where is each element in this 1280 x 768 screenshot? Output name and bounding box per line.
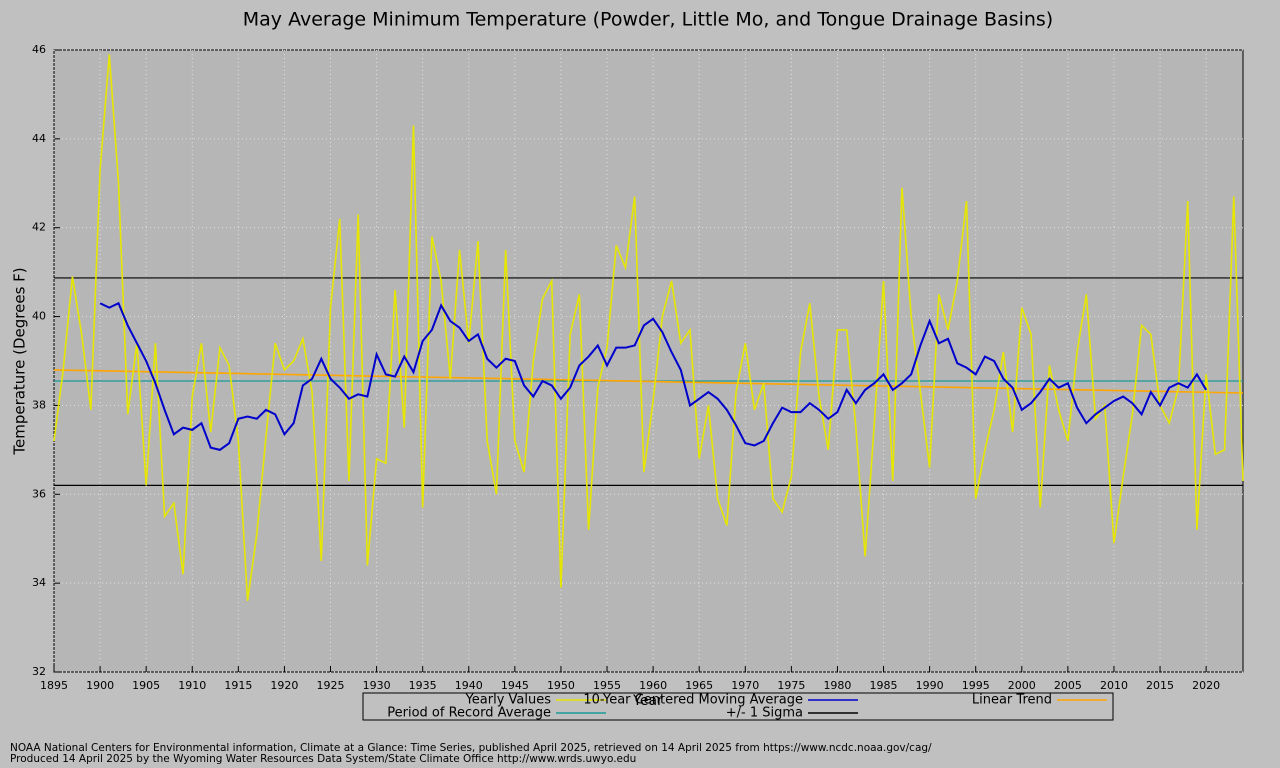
x-tick-label: 1955: [593, 679, 621, 692]
x-tick-label: 1985: [870, 679, 898, 692]
x-tick-label: 1920: [270, 679, 298, 692]
x-tick-label: 1905: [132, 679, 160, 692]
legend-label: Period of Record Average: [387, 706, 551, 721]
x-tick-label: 1980: [823, 679, 851, 692]
chart-title: May Average Minimum Temperature (Powder,…: [243, 9, 1053, 31]
x-tick-label: 1930: [363, 679, 391, 692]
y-tick-label: 40: [32, 310, 46, 323]
x-tick-label: 1965: [685, 679, 713, 692]
x-tick-label: 1945: [501, 679, 529, 692]
footer: Produced 14 April 2025 by the Wyoming Wa…: [10, 753, 636, 765]
legend-label: Linear Trend: [972, 693, 1052, 708]
x-tick-label: 1990: [916, 679, 944, 692]
x-tick-label: 1935: [409, 679, 437, 692]
y-tick-label: 36: [32, 487, 46, 500]
x-tick-label: 1995: [962, 679, 990, 692]
legend-label: Yearly Values: [465, 693, 552, 708]
x-tick-label: 1975: [777, 679, 805, 692]
x-tick-label: 1950: [547, 679, 575, 692]
y-tick-label: 38: [32, 398, 46, 411]
legend: [362, 692, 1114, 721]
y-tick-label: 34: [32, 576, 46, 589]
x-tick-label: 2005: [1054, 679, 1082, 692]
series-line: [99, 301, 1207, 451]
x-tick-label: 2020: [1192, 679, 1220, 692]
series-line: [53, 369, 1244, 394]
y-axis-label: Temperature (Degrees F): [11, 267, 29, 455]
x-tick-label: 2000: [1008, 679, 1036, 692]
x-tick-label: 1895: [40, 679, 68, 692]
y-tick-label: 46: [32, 43, 46, 56]
y-tick-label: 32: [32, 665, 46, 678]
x-axis-label: Year: [632, 693, 663, 709]
y-tick-label: 44: [32, 132, 46, 145]
legend-label: 10-Year Centered Moving Average: [583, 693, 803, 708]
x-tick-label: 1960: [639, 679, 667, 692]
x-tick-label: 1925: [317, 679, 345, 692]
series-line: [53, 54, 1244, 602]
x-tick-label: 2015: [1146, 679, 1174, 692]
x-tick-label: 1915: [224, 679, 252, 692]
y-tick-label: 42: [32, 221, 46, 234]
x-tick-label: 1900: [86, 679, 114, 692]
x-tick-label: 1910: [178, 679, 206, 692]
x-tick-label: 1970: [731, 679, 759, 692]
x-tick-label: 2010: [1100, 679, 1128, 692]
x-tick-label: 1940: [455, 679, 483, 692]
legend-label: +/- 1 Sigma: [726, 706, 803, 721]
footer: NOAA National Centers for Environmental …: [10, 742, 932, 754]
plot-area: [53, 49, 1244, 673]
